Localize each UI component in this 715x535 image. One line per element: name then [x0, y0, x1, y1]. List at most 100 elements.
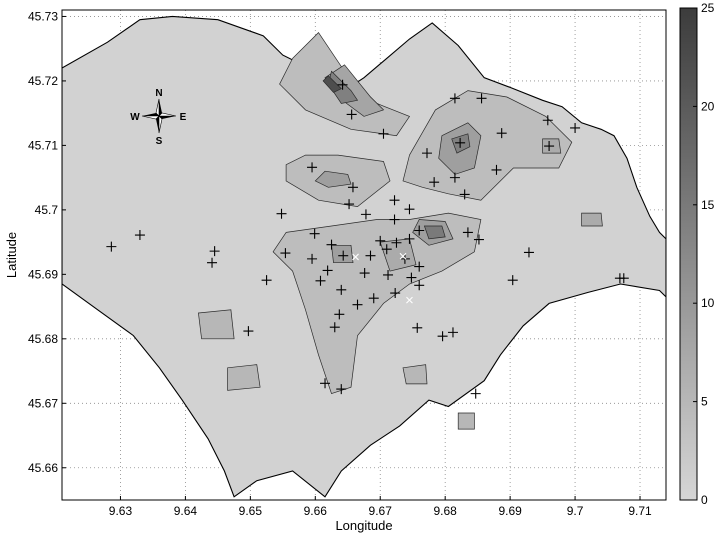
- station-marker: [378, 128, 389, 139]
- station-marker: [209, 246, 220, 257]
- contour-level-region: [314, 170, 352, 188]
- station-marker: [614, 273, 625, 284]
- station-markers: [106, 79, 629, 399]
- colorbar-tick-label: 5: [701, 395, 708, 409]
- station-marker: [338, 250, 349, 261]
- station-marker: [449, 93, 460, 104]
- station-marker: [326, 239, 337, 250]
- contour-level-region: [331, 244, 354, 264]
- contour-levels: [198, 32, 603, 430]
- x-axis-label: Longitude: [335, 518, 392, 533]
- station-marker: [390, 288, 401, 299]
- y-axis-ticks: 45.66 45.67 45.68 45.69 45.7 45.71 45.72 45.73: [28, 9, 66, 475]
- y-axis-label: Latitude: [4, 232, 19, 278]
- compass-south-label: S: [156, 136, 163, 147]
- station-marker: [307, 253, 318, 264]
- y-tick-label: 45.69: [28, 267, 58, 281]
- x-tick-label: 9.68: [434, 504, 458, 518]
- station-marker: [421, 148, 432, 159]
- station-marker: [315, 275, 326, 286]
- colorbar-tick-label: 10: [701, 296, 715, 310]
- station-marker: [243, 326, 254, 337]
- station-marker: [429, 177, 440, 188]
- x-tick-label: 9.69: [498, 504, 522, 518]
- station-marker: [322, 265, 333, 276]
- station-marker: [334, 309, 345, 320]
- station-marker: [280, 248, 291, 259]
- y-tick-label: 45.71: [28, 138, 58, 152]
- contour-level-region: [379, 238, 417, 272]
- contour-level-region: [402, 90, 573, 201]
- station-marker: [389, 195, 400, 206]
- station-marker: [309, 228, 320, 239]
- station-marker: [459, 189, 470, 200]
- station-marker: [391, 237, 402, 248]
- station-marker: [542, 115, 553, 126]
- contour-level-region: [451, 133, 471, 154]
- y-tick-label: 45.67: [28, 396, 58, 410]
- station-marker: [276, 208, 287, 219]
- station-marker: [360, 209, 371, 220]
- station-marker: [381, 244, 392, 255]
- contour-level-region: [272, 212, 482, 395]
- station-marker: [447, 327, 458, 338]
- x-tick-label: 9.65: [239, 504, 263, 518]
- station-marker-highlight: [399, 252, 407, 260]
- station-marker: [406, 272, 417, 283]
- station-marker: [320, 378, 331, 389]
- station-marker: [507, 275, 518, 286]
- station-marker: [470, 388, 481, 399]
- contour-level-region: [227, 364, 261, 391]
- station-marker-highlight: [352, 253, 359, 261]
- compass-west-label: W: [130, 112, 140, 123]
- x-tick-label: 9.7: [567, 504, 584, 518]
- station-marker: [134, 230, 145, 241]
- colorbar: [679, 7, 698, 501]
- y-tick-label: 45.72: [28, 74, 58, 88]
- y-tick-label: 45.68: [28, 332, 58, 346]
- station-marker: [544, 141, 555, 152]
- colorbar-tick-label: 0: [701, 493, 708, 507]
- station-marker: [462, 227, 473, 238]
- station-marker: [449, 172, 460, 183]
- station-marker: [496, 128, 507, 139]
- station-marker: [383, 269, 394, 280]
- station-marker: [261, 275, 272, 286]
- colorbar-tick-label: 25: [701, 1, 715, 15]
- plot-frame: [61, 9, 667, 501]
- station-marker: [337, 79, 348, 90]
- station-marker: [346, 109, 357, 120]
- station-marker: [412, 322, 423, 333]
- station-marker: [455, 137, 466, 148]
- station-marker: [347, 182, 358, 193]
- contour-level-region: [402, 364, 428, 385]
- contour-level-region: [322, 75, 342, 93]
- compass-north-label: N: [155, 88, 162, 99]
- station-marker: [414, 261, 425, 272]
- station-marker: [106, 241, 117, 252]
- x-tick-label: 9.67: [369, 504, 393, 518]
- station-marker: [329, 322, 340, 333]
- colorbar-ticks: 0 5 10 15 20 25: [693, 1, 715, 507]
- contour-level-region: [581, 212, 603, 227]
- station-marker: [437, 331, 448, 342]
- station-marker: [375, 235, 386, 246]
- station-marker: [365, 250, 376, 261]
- compass-east-label: E: [180, 112, 187, 123]
- station-marker: [476, 93, 487, 104]
- y-tick-label: 45.73: [28, 9, 58, 23]
- station-marker: [352, 299, 363, 310]
- contour-level-region: [198, 309, 235, 340]
- colorbar-tick-label: 20: [701, 99, 715, 113]
- station-marker: [404, 204, 415, 215]
- station-marker: [473, 234, 484, 245]
- station-marker: [344, 199, 355, 210]
- station-marker: [336, 384, 347, 395]
- x-tick-label: 9.71: [628, 504, 652, 518]
- station-marker: [359, 268, 370, 279]
- contour-level-region: [423, 225, 446, 240]
- station-marker: [368, 293, 379, 304]
- station-marker: [336, 284, 347, 295]
- x-tick-label: 9.63: [109, 504, 133, 518]
